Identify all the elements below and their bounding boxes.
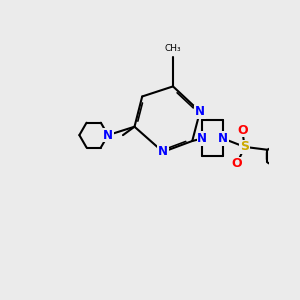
Text: S: S: [240, 140, 249, 153]
Text: O: O: [232, 157, 242, 170]
Text: N: N: [103, 129, 113, 142]
Text: N: N: [158, 146, 168, 158]
Text: O: O: [237, 124, 247, 136]
Text: N: N: [197, 132, 207, 145]
Text: N: N: [195, 105, 205, 118]
Text: CH₃: CH₃: [165, 44, 181, 53]
Text: N: N: [218, 132, 228, 145]
